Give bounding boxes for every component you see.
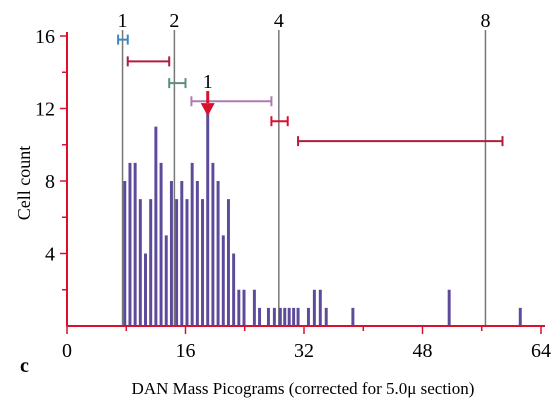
histogram-bar bbox=[242, 289, 246, 326]
histogram-bar bbox=[306, 307, 310, 326]
histogram-bar bbox=[272, 307, 276, 326]
histogram-bar bbox=[252, 289, 256, 326]
bars bbox=[123, 108, 522, 326]
histogram-bar bbox=[195, 181, 199, 326]
x-tick-label: 0 bbox=[62, 340, 72, 362]
histogram-bar bbox=[169, 181, 173, 326]
histogram-bar bbox=[296, 307, 300, 326]
histogram-bar bbox=[159, 162, 163, 326]
histogram-bar bbox=[133, 162, 137, 326]
histogram-bar bbox=[144, 253, 147, 326]
histogram-bar bbox=[266, 307, 270, 326]
histogram-bar bbox=[518, 307, 522, 326]
histogram-bar bbox=[351, 307, 355, 326]
y-tick-label: 4 bbox=[45, 244, 55, 266]
histogram-bar bbox=[190, 162, 194, 326]
histogram-bar bbox=[180, 181, 184, 326]
x-tick-label: 64 bbox=[531, 340, 551, 362]
reference-line-label: 8 bbox=[480, 10, 490, 32]
histogram-bar bbox=[226, 199, 230, 326]
x-tick-label: 48 bbox=[413, 340, 433, 362]
panel-label: c bbox=[20, 355, 29, 377]
histogram-bar bbox=[447, 289, 451, 326]
histogram-bar bbox=[149, 199, 153, 326]
y-ticks: 4 8 12 16 bbox=[35, 26, 67, 291]
x-axis-label: DAN Mass Picograms (corrected for 5.0μ s… bbox=[132, 379, 475, 398]
reference-line-label: 1 bbox=[118, 10, 128, 32]
histogram-bar bbox=[278, 307, 282, 326]
histogram-bar bbox=[221, 235, 225, 326]
histogram-bar bbox=[128, 162, 132, 326]
histogram-bar bbox=[324, 307, 328, 326]
histogram-bar bbox=[237, 289, 241, 326]
histogram-bar bbox=[211, 162, 215, 326]
histogram-bar bbox=[232, 253, 236, 326]
range-markers bbox=[117, 34, 504, 147]
x-tick-label: 32 bbox=[294, 340, 314, 362]
arrow-marker: 1 bbox=[200, 71, 215, 117]
x-tick-label: 16 bbox=[176, 340, 196, 362]
histogram-bar bbox=[292, 307, 296, 326]
y-tick-label: 8 bbox=[45, 171, 55, 193]
arrow-head bbox=[200, 103, 215, 117]
y-axis-label: Cell count bbox=[14, 146, 34, 221]
y-tick-label: 16 bbox=[35, 26, 55, 48]
reference-line-label: 4 bbox=[274, 10, 284, 32]
histogram-bar bbox=[318, 289, 322, 326]
histogram-bar bbox=[283, 307, 287, 326]
histogram-bar bbox=[185, 199, 189, 326]
reference-lines: 1 2 4 8 bbox=[118, 10, 490, 326]
histogram-bar bbox=[312, 289, 316, 326]
y-tick-label: 12 bbox=[35, 99, 55, 121]
reference-line-label: 2 bbox=[169, 10, 179, 32]
histogram-bar bbox=[164, 235, 168, 326]
x-ticks: 0 16 32 48 64 bbox=[62, 326, 551, 362]
histogram-bar bbox=[216, 181, 220, 326]
histogram-bar bbox=[154, 126, 158, 326]
histogram-bar bbox=[206, 108, 210, 326]
histogram-bar bbox=[123, 181, 127, 326]
histogram-bar bbox=[138, 199, 142, 326]
histogram-bar bbox=[258, 307, 262, 326]
histogram-bar bbox=[201, 199, 205, 326]
arrow-label: 1 bbox=[203, 71, 213, 93]
histogram-bar bbox=[175, 199, 179, 326]
histogram-bar bbox=[287, 307, 291, 326]
